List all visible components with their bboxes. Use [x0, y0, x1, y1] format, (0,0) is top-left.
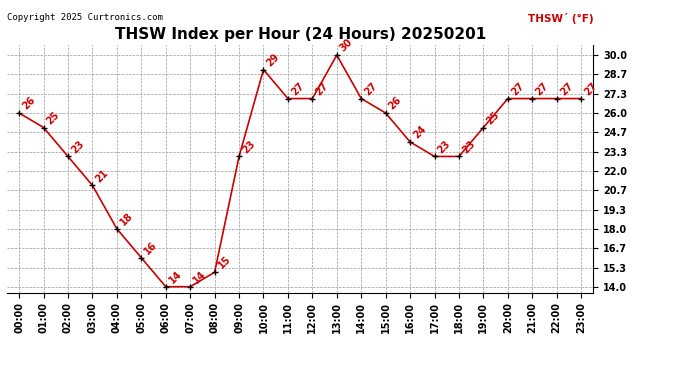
Text: 30: 30	[338, 37, 355, 54]
Text: 27: 27	[363, 81, 380, 97]
Text: 26: 26	[387, 95, 404, 112]
Title: THSW Index per Hour (24 Hours) 20250201: THSW Index per Hour (24 Hours) 20250201	[115, 27, 486, 42]
Text: 27: 27	[533, 81, 551, 97]
Text: 24: 24	[411, 124, 428, 141]
Text: 23: 23	[436, 138, 453, 155]
Text: 27: 27	[509, 81, 526, 97]
Text: 21: 21	[94, 167, 110, 184]
Text: 23: 23	[460, 138, 477, 155]
Text: 27: 27	[582, 81, 599, 97]
Text: 14: 14	[192, 269, 208, 285]
Text: 14: 14	[167, 269, 184, 285]
Text: 27: 27	[558, 81, 575, 97]
Text: 26: 26	[21, 95, 37, 112]
Text: THSW´ (°F): THSW´ (°F)	[528, 13, 593, 24]
Text: 27: 27	[314, 81, 331, 97]
Text: 15: 15	[216, 254, 233, 271]
Text: 25: 25	[45, 110, 61, 126]
Text: 16: 16	[143, 240, 159, 256]
Text: 27: 27	[289, 81, 306, 97]
Text: 23: 23	[70, 138, 86, 155]
Text: 23: 23	[240, 138, 257, 155]
Text: 29: 29	[265, 52, 282, 68]
Text: 25: 25	[485, 110, 502, 126]
Text: 18: 18	[118, 211, 135, 227]
Text: Copyright 2025 Curtronics.com: Copyright 2025 Curtronics.com	[7, 13, 163, 22]
